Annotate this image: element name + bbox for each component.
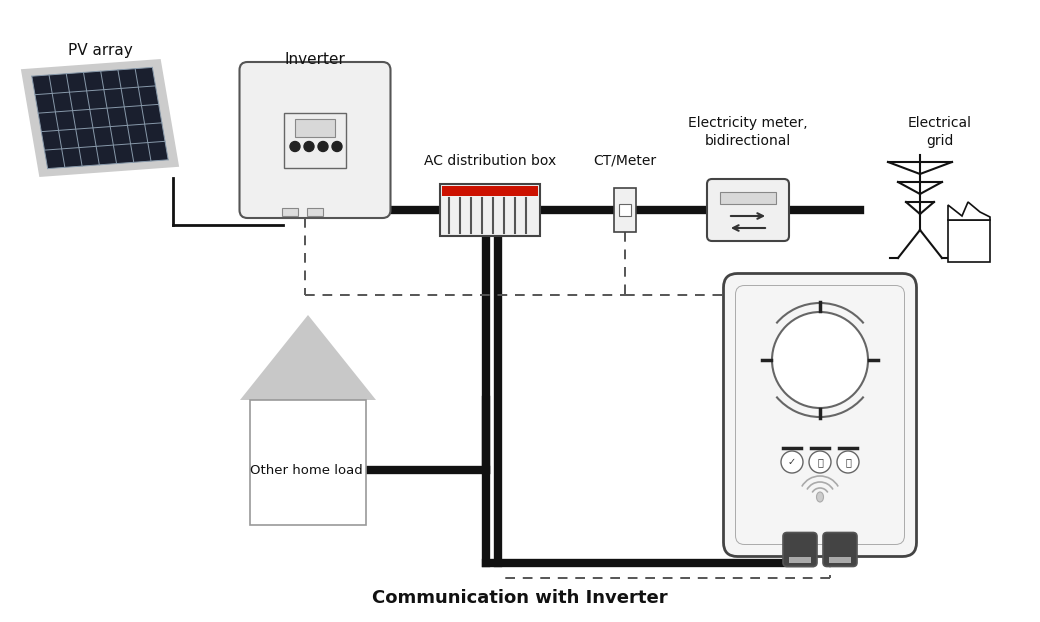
FancyBboxPatch shape — [724, 274, 916, 557]
Ellipse shape — [816, 492, 824, 502]
Text: Communication with Inverter: Communication with Inverter — [372, 589, 668, 607]
FancyBboxPatch shape — [707, 179, 789, 241]
Circle shape — [290, 141, 300, 152]
Text: Electricity meter,
bidirectional: Electricity meter, bidirectional — [688, 116, 808, 148]
Polygon shape — [32, 67, 168, 169]
Text: PV array: PV array — [68, 42, 132, 57]
Bar — [789, 557, 811, 562]
Circle shape — [837, 451, 859, 473]
Bar — [948, 220, 990, 262]
Bar — [307, 208, 323, 216]
Text: ✓: ✓ — [788, 457, 796, 467]
Text: ⏱: ⏱ — [817, 457, 823, 467]
FancyBboxPatch shape — [823, 532, 857, 567]
Circle shape — [318, 141, 328, 152]
FancyBboxPatch shape — [783, 532, 817, 567]
Bar — [720, 192, 776, 204]
Circle shape — [781, 451, 803, 473]
Bar — [250, 400, 366, 525]
Text: Electrical
grid: Electrical grid — [908, 116, 972, 148]
Text: Inverter: Inverter — [285, 52, 345, 68]
Bar — [282, 208, 298, 216]
Polygon shape — [240, 315, 376, 400]
FancyBboxPatch shape — [239, 62, 390, 218]
Bar — [440, 184, 540, 236]
Bar — [619, 204, 631, 216]
Bar — [614, 188, 636, 232]
Circle shape — [809, 451, 831, 473]
Circle shape — [332, 141, 342, 152]
Text: Other home load: Other home load — [250, 463, 362, 476]
Polygon shape — [23, 60, 178, 175]
Polygon shape — [948, 202, 990, 220]
Bar — [442, 186, 538, 196]
Circle shape — [772, 312, 868, 408]
Bar — [284, 113, 346, 167]
Bar — [295, 119, 335, 136]
Circle shape — [304, 141, 314, 152]
Text: CT/Meter: CT/Meter — [594, 154, 656, 168]
Text: AC distribution box: AC distribution box — [424, 154, 556, 168]
Bar — [829, 557, 851, 562]
Text: ⓘ: ⓘ — [846, 457, 851, 467]
